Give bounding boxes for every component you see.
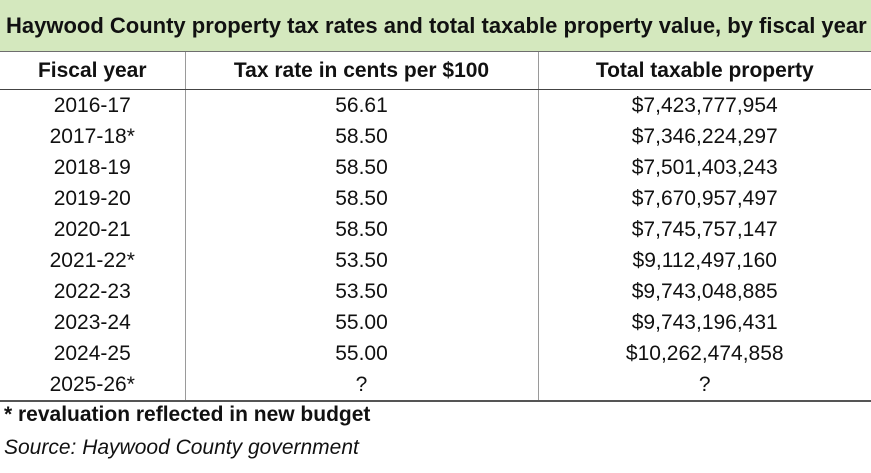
table-title: Haywood County property tax rates and to…: [0, 0, 871, 52]
table-body: 2016-17 56.61 $7,423,777,954 2017-18* 58.50 $…: [0, 89, 871, 402]
cell-total-taxable-property: $9,743,196,431: [537, 307, 871, 338]
cell-tax-rate: 55.00: [184, 307, 538, 338]
cell-fiscal-year: 2016-17: [53, 93, 131, 117]
cell-total-taxable-property: $7,670,957,497: [537, 183, 871, 214]
table-row: 2022-23 53.50 $9,743,048,885: [0, 276, 871, 307]
cell-total-taxable-property: $9,743,048,885: [537, 276, 871, 307]
table-row: 2025-26*??: [0, 369, 871, 402]
header-row: Fiscal year Tax rate in cents per $100 T…: [0, 52, 871, 90]
cell-fiscal-year: 2024-25: [53, 341, 131, 365]
header-total-taxable-property: Total taxable property: [537, 52, 871, 90]
table-row: 2020-21 58.50 $7,745,757,147: [0, 214, 871, 245]
table-row: 2024-25 55.00 $10,262,474,858: [0, 338, 871, 369]
table-row: 2018-19 58.50 $7,501,403,243: [0, 152, 871, 183]
cell-fiscal-year: 2021-22*: [49, 248, 135, 272]
cell-tax-rate: ?: [184, 369, 538, 402]
cell-total-taxable-property: ?: [537, 369, 871, 402]
cell-tax-rate: 58.50: [184, 121, 538, 152]
cell-fiscal-year: 2025-26*: [0, 369, 185, 402]
table-row: 2023-24 55.00 $9,743,196,431: [0, 307, 871, 338]
cell-tax-rate: 53.50: [184, 245, 538, 276]
header-tax-rate: Tax rate in cents per $100: [184, 52, 538, 90]
cell-tax-rate: 58.50: [184, 183, 538, 214]
cell-fiscal-year: 2022-23: [53, 279, 131, 303]
header-fiscal-year: Fiscal year: [0, 52, 185, 90]
cell-fiscal-year: 2019-20: [53, 186, 131, 210]
table-row: 2021-22* 53.50 $9,112,497,160: [0, 245, 871, 276]
tax-rate-table: Fiscal year Tax rate in cents per $100 T…: [0, 52, 871, 402]
cell-fiscal-year: 2023-24: [53, 310, 131, 334]
cell-total-taxable-property: $7,423,777,954: [537, 89, 871, 121]
source-note: Source: Haywood County government: [4, 436, 359, 459]
cell-tax-rate: 58.50: [184, 152, 538, 183]
cell-fiscal-year: 2020-21: [53, 217, 131, 241]
footnote: * revaluation reflected in new budget: [4, 403, 371, 426]
cell-total-taxable-property: $7,745,757,147: [537, 214, 871, 245]
table-row: 2019-20 58.50 $7,670,957,497: [0, 183, 871, 214]
cell-tax-rate: 55.00: [184, 338, 538, 369]
cell-fiscal-year: 2017-18*: [49, 124, 135, 148]
cell-total-taxable-property: $7,501,403,243: [537, 152, 871, 183]
table-row: 2017-18* 58.50 $7,346,224,297: [0, 121, 871, 152]
cell-total-taxable-property: $7,346,224,297: [537, 121, 871, 152]
cell-total-taxable-property: $9,112,497,160: [537, 245, 871, 276]
cell-tax-rate: 58.50: [184, 214, 538, 245]
cell-tax-rate: 53.50: [184, 276, 538, 307]
cell-fiscal-year: 2018-19: [53, 155, 131, 179]
table-row: 2016-17 56.61 $7,423,777,954: [0, 89, 871, 121]
cell-tax-rate: 56.61: [184, 89, 538, 121]
cell-total-taxable-property: $10,262,474,858: [537, 338, 871, 369]
